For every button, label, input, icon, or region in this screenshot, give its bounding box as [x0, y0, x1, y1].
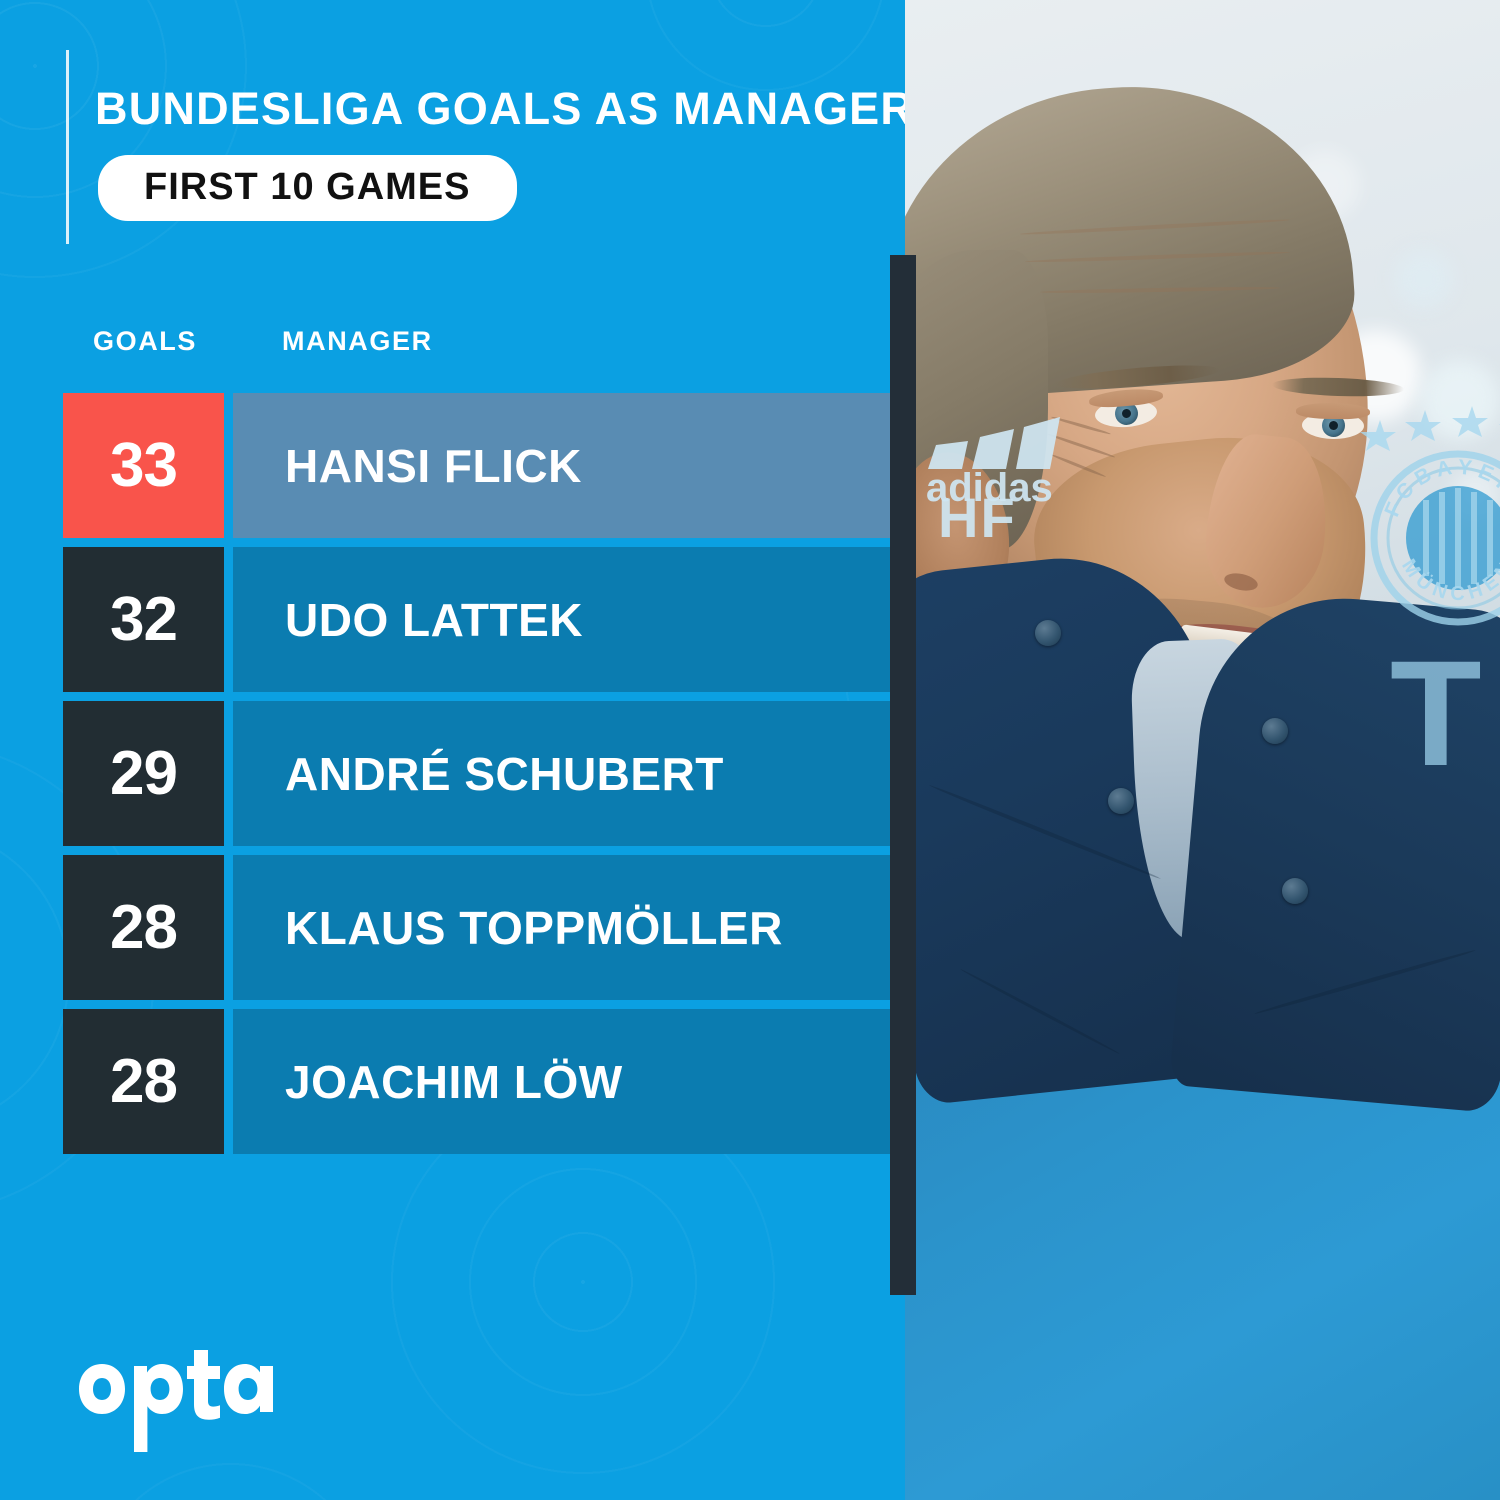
manager-name: HANSI FLICK	[285, 439, 582, 492]
sponsor-logo: T	[1390, 629, 1482, 797]
manager-bar: KLAUS TOPPMÖLLER	[233, 855, 905, 1000]
fc-bayern-crest-icon: F C B A Y E R N M Ü N C H E N	[1368, 448, 1500, 628]
table-row: 32 UDO LATTEK	[0, 547, 905, 692]
jacket-initials: HF	[938, 486, 1017, 549]
jacket-snap	[1282, 878, 1308, 904]
adidas-logo-icon: adidas	[922, 415, 1112, 512]
subtitle-text: FIRST 10 GAMES	[144, 166, 471, 208]
goals-value: 33	[110, 430, 178, 500]
goals-value: 32	[110, 584, 178, 654]
goals-value: 28	[110, 1046, 178, 1116]
manager-name: ANDRÉ SCHUBERT	[285, 747, 724, 800]
table-row: 28 JOACHIM LÖW	[0, 1009, 905, 1154]
subtitle-pill: FIRST 10 GAMES	[98, 155, 517, 221]
page-title: BUNDESLIGA GOALS AS MANAGER	[95, 83, 905, 134]
jacket-snap	[1262, 718, 1288, 744]
table-row: 33 HANSI FLICK	[0, 393, 905, 538]
stat-panel: BUNDESLIGA GOALS AS MANAGER FIRST 10 GAM…	[0, 0, 905, 1500]
opta-logo	[62, 1346, 302, 1454]
manager-goals-table: 33 HANSI FLICK 32 UDO LATTEK 29 ANDRÉ SC…	[0, 393, 905, 1163]
goals-box: 28	[63, 1009, 224, 1154]
manager-photo: adidas HF	[890, 0, 1500, 1500]
goals-value: 29	[110, 738, 178, 808]
goals-box: 28	[63, 855, 224, 1000]
pupil	[1121, 408, 1132, 419]
table-row: 28 KLAUS TOPPMÖLLER	[0, 855, 905, 1000]
jacket-snap	[1035, 620, 1061, 646]
manager-name: UDO LATTEK	[285, 593, 584, 646]
column-header-goals: GOALS	[93, 326, 198, 356]
goals-box: 33	[63, 393, 224, 538]
championship-stars-icon	[1358, 398, 1500, 458]
pupil	[1328, 420, 1339, 431]
goals-box: 32	[63, 547, 224, 692]
goals-value: 28	[110, 892, 178, 962]
manager-bar: JOACHIM LÖW	[233, 1009, 905, 1154]
bokeh-light	[1395, 250, 1453, 308]
title-accent-line	[66, 50, 69, 244]
manager-bar: ANDRÉ SCHUBERT	[233, 701, 905, 846]
table-row: 29 ANDRÉ SCHUBERT	[0, 701, 905, 846]
jacket-snap	[1108, 788, 1134, 814]
column-header-manager: MANAGER	[282, 326, 433, 356]
manager-bar: UDO LATTEK	[233, 547, 905, 692]
manager-name: JOACHIM LÖW	[285, 1055, 623, 1108]
manager-bar: HANSI FLICK	[233, 393, 905, 538]
svg-text:adidas: adidas	[926, 466, 1053, 507]
panel-divider	[890, 255, 916, 1295]
manager-name: KLAUS TOPPMÖLLER	[285, 901, 783, 954]
goals-box: 29	[63, 701, 224, 846]
